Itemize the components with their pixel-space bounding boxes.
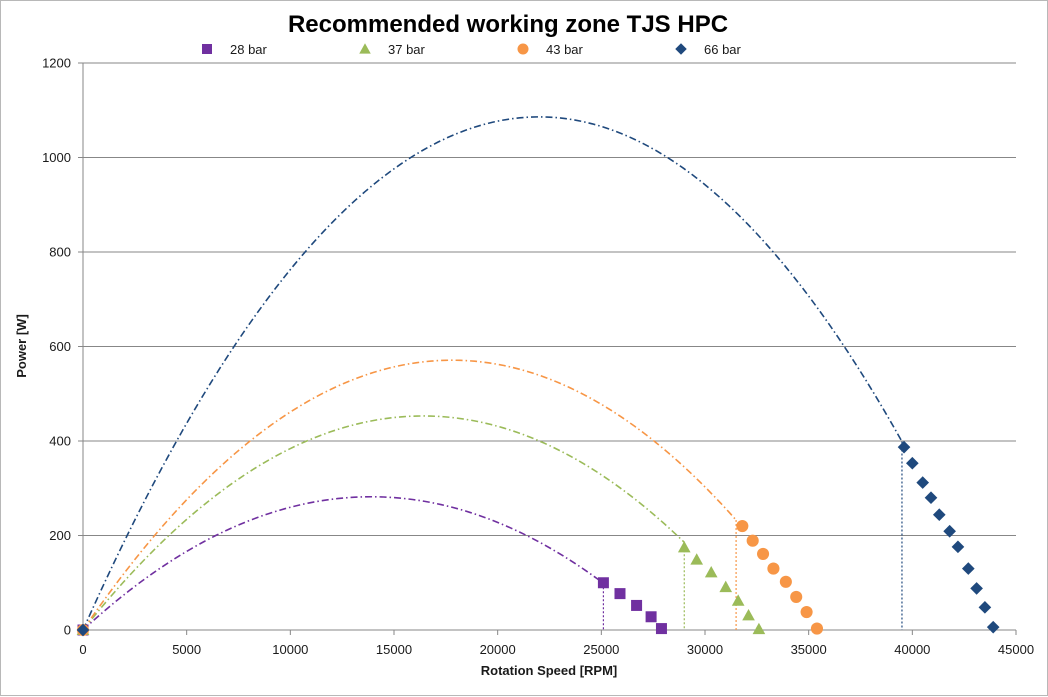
data-point: [742, 609, 755, 621]
data-point: [986, 620, 1000, 634]
x-tick-label: 45000: [998, 642, 1034, 657]
data-point: [897, 440, 911, 454]
data-point: [790, 590, 803, 603]
data-point: [924, 491, 938, 505]
data-point: [655, 623, 667, 635]
data-point: [916, 476, 930, 489]
y-tick-label: 1000: [42, 150, 71, 165]
y-axis-title: Power [W]: [14, 314, 29, 378]
legend-label: 66 bar: [704, 42, 742, 57]
data-point: [76, 623, 90, 637]
data-points: [76, 440, 1000, 637]
y-tick-label: 1200: [42, 56, 71, 71]
data-point: [614, 588, 626, 600]
cutoff-lines: [602, 441, 903, 630]
data-point: [961, 562, 975, 575]
legend-marker: [202, 44, 212, 54]
legend-label: 43 bar: [546, 42, 584, 57]
legend-marker: [675, 43, 687, 55]
x-tick-label: 5000: [172, 642, 201, 657]
trend-curve: [82, 415, 685, 631]
data-point: [906, 456, 919, 470]
x-tick-label: 20000: [480, 642, 516, 657]
trend-curves: [82, 116, 903, 631]
data-point: [932, 508, 946, 522]
data-point: [800, 605, 813, 619]
data-point: [757, 547, 770, 560]
data-point: [736, 520, 749, 533]
chart-title: Recommended working zone TJS HPC: [288, 11, 728, 38]
trend-curve: [82, 116, 903, 631]
data-point: [970, 582, 983, 595]
data-point: [719, 580, 733, 593]
trend-curve: [82, 495, 604, 631]
x-tick-label: 10000: [272, 642, 308, 657]
data-point: [631, 599, 643, 611]
data-point: [978, 600, 992, 614]
x-tick-label: 25000: [583, 642, 619, 657]
data-point: [746, 534, 759, 547]
legend-label: 28 bar: [230, 42, 268, 57]
x-tick-label: 35000: [791, 642, 827, 657]
y-tick-label: 800: [49, 245, 71, 260]
data-point: [752, 622, 766, 635]
data-point: [810, 622, 824, 635]
data-point: [597, 577, 609, 589]
data-point: [767, 562, 780, 575]
y-tick-label: 400: [49, 434, 71, 449]
x-tick-label: 30000: [687, 642, 723, 657]
y-tick-label: 600: [49, 339, 71, 354]
data-point: [951, 540, 965, 554]
x-axis-title: Rotation Speed [RPM]: [481, 663, 618, 678]
data-point: [779, 575, 792, 588]
y-axis-ticks: 0 200 400 600 800 1000 1200: [42, 56, 83, 638]
data-point: [677, 540, 691, 553]
trend-curve: [82, 359, 737, 631]
data-point: [731, 594, 745, 606]
x-tick-label: 15000: [376, 642, 412, 657]
legend-marker: [517, 43, 529, 55]
legend-label: 37 bar: [388, 42, 426, 57]
data-point: [943, 524, 956, 538]
x-tick-label: 0: [79, 642, 86, 657]
legend-marker: [359, 43, 371, 54]
legend: 28 bar 37 bar 43 bar 66 bar: [202, 42, 742, 57]
y-tick-label: 200: [49, 528, 71, 543]
x-tick-label: 40000: [894, 642, 930, 657]
data-point: [704, 566, 718, 578]
data-point: [645, 611, 657, 623]
gridlines: [83, 62, 1016, 536]
y-tick-label: 0: [64, 623, 71, 638]
x-axis-ticks: 0 5000 10000 15000 20000 25000 30000 35000 40000…: [79, 630, 1034, 657]
data-point: [690, 553, 704, 565]
